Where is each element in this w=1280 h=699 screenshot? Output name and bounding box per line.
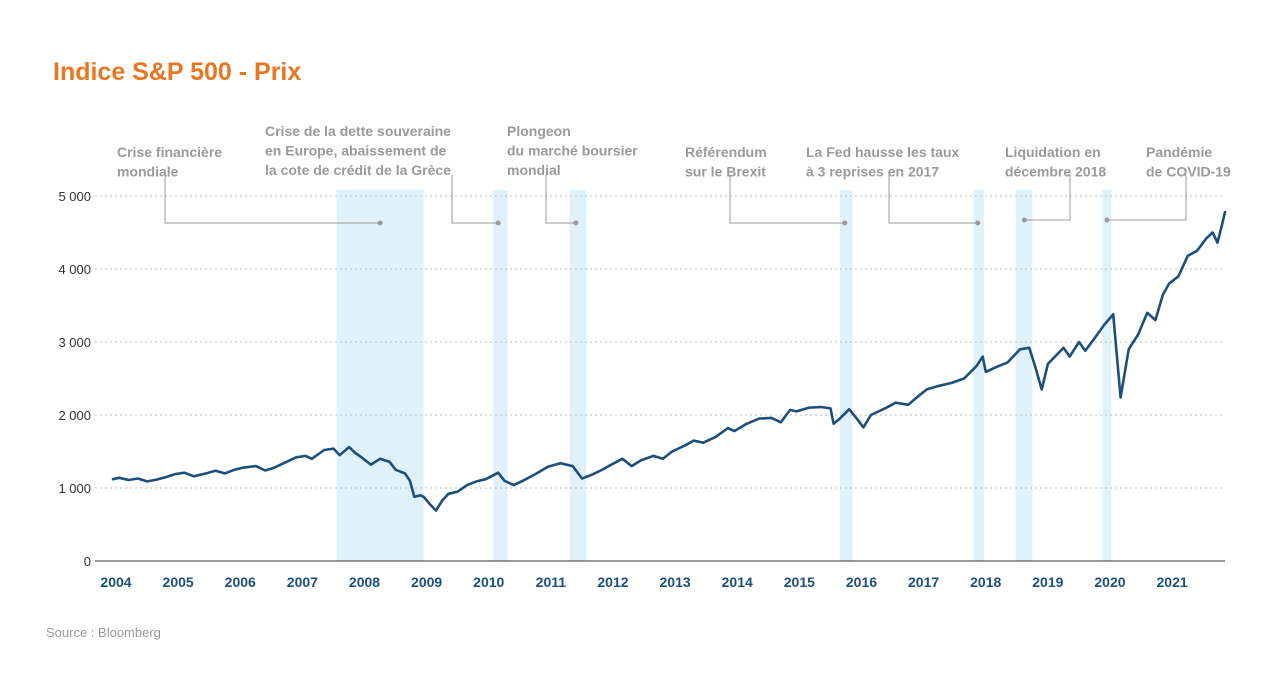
x-tick-label: 2015 <box>784 574 815 590</box>
annotation-dot <box>377 220 383 226</box>
x-tick-label: 2013 <box>660 574 691 590</box>
annotation-dot <box>1104 217 1110 223</box>
x-tick-label: 2018 <box>970 574 1001 590</box>
annotation-1: Crise de la dette souveraine en Europe, a… <box>265 123 501 226</box>
annotation-text-line: Liquidation en <box>1005 144 1101 160</box>
annotation-leader-line <box>1106 175 1187 221</box>
annotation-0: Crise financière mondiale <box>117 144 383 226</box>
y-tick-label: 0 <box>84 554 91 569</box>
annotation-text-line: décembre 2018 <box>1005 164 1106 180</box>
annotation-leader-line <box>451 175 499 224</box>
annotation-text-line: Crise de la dette souveraine <box>265 123 451 139</box>
shaded-periods <box>336 190 1112 561</box>
annotation-text-line: mondial <box>507 162 561 178</box>
x-tick-label: 2012 <box>597 574 628 590</box>
annotation-leader-line <box>1024 175 1071 221</box>
shaded-period-3 <box>839 190 853 561</box>
grid-lines <box>95 195 1225 562</box>
annotation-text-line: sur le Brexit <box>685 164 766 180</box>
y-tick-label: 5 000 <box>58 189 91 204</box>
annotation-text-line: Pandémie <box>1146 144 1212 160</box>
annotation-dot <box>573 220 579 226</box>
annotation-leader-line <box>545 175 576 224</box>
shaded-period-0 <box>336 190 424 561</box>
y-axis-ticks: 0 1 000 2 000 3 000 4 000 5 000 <box>58 189 91 569</box>
annotation-text-line: mondiale <box>117 164 179 180</box>
x-tick-label: 2021 <box>1157 574 1188 590</box>
x-tick-label: 2010 <box>473 574 504 590</box>
x-tick-label: 2009 <box>411 574 442 590</box>
x-tick-label: 2020 <box>1094 574 1125 590</box>
annotation-text-line: la cote de crédit de la Grèce <box>265 162 451 178</box>
annotation-dot <box>975 220 981 226</box>
annotations: Crise financière mondiale Crise de la dett… <box>117 123 1231 226</box>
x-tick-label: 2005 <box>163 574 194 590</box>
chart-title: Indice S&P 500 - Prix <box>53 58 302 86</box>
x-axis-ticks: 2004 2005 2006 2007 2008 2009 2010 2011 2012 2013… <box>100 574 1187 590</box>
annotation-leader-line <box>729 175 845 224</box>
x-tick-label: 2008 <box>349 574 380 590</box>
shaded-period-6 <box>1102 190 1112 561</box>
x-tick-label: 2011 <box>536 574 567 590</box>
x-tick-label: 2004 <box>100 574 131 590</box>
x-tick-label: 2016 <box>846 574 877 590</box>
annotation-leader-line <box>888 175 978 224</box>
shaded-period-5 <box>1015 190 1033 561</box>
x-tick-label: 2019 <box>1032 574 1063 590</box>
x-tick-label: 2014 <box>722 574 753 590</box>
y-tick-label: 3 000 <box>58 335 91 350</box>
y-tick-label: 4 000 <box>58 262 91 277</box>
annotation-text-line: à 3 reprises en 2017 <box>806 164 939 180</box>
annotation-text-line: en Europe, abaissement de <box>265 143 446 159</box>
annotation-text-line: La Fed hausse les taux <box>806 144 959 160</box>
shaded-period-2 <box>569 190 587 561</box>
x-tick-label: 2017 <box>908 574 939 590</box>
annotation-text-line: Plongeon <box>507 123 571 139</box>
shaded-period-4 <box>973 190 984 561</box>
source-note: Source : Bloomberg <box>46 625 161 640</box>
annotation-6: Pandémie de COVID-19 <box>1104 144 1231 223</box>
annotation-4: La Fed hausse les taux à 3 reprises en 20… <box>806 144 981 226</box>
annotation-leader-line <box>164 175 381 224</box>
series-lines <box>111 210 1227 512</box>
y-tick-label: 1 000 <box>58 481 91 496</box>
annotation-dot <box>495 220 501 226</box>
annotation-text-line: de COVID-19 <box>1146 164 1231 180</box>
annotation-5: Liquidation en décembre 2018 <box>1005 144 1106 223</box>
annotation-text-line: du marché boursier <box>507 143 638 159</box>
shaded-period-1 <box>493 190 508 561</box>
x-tick-label: 2006 <box>225 574 256 590</box>
annotation-3: Référendum sur le Brexit <box>685 144 848 226</box>
annotation-text-line: Référendum <box>685 144 767 160</box>
annotation-text-line: Crise financière <box>117 144 222 160</box>
annotation-2: Plongeon du marché boursier mondial <box>507 123 638 226</box>
x-tick-label: 2007 <box>287 574 318 590</box>
annotation-dot <box>842 220 848 226</box>
series-line-0 <box>111 210 1227 512</box>
y-tick-label: 2 000 <box>58 408 91 423</box>
annotation-dot <box>1021 217 1027 223</box>
